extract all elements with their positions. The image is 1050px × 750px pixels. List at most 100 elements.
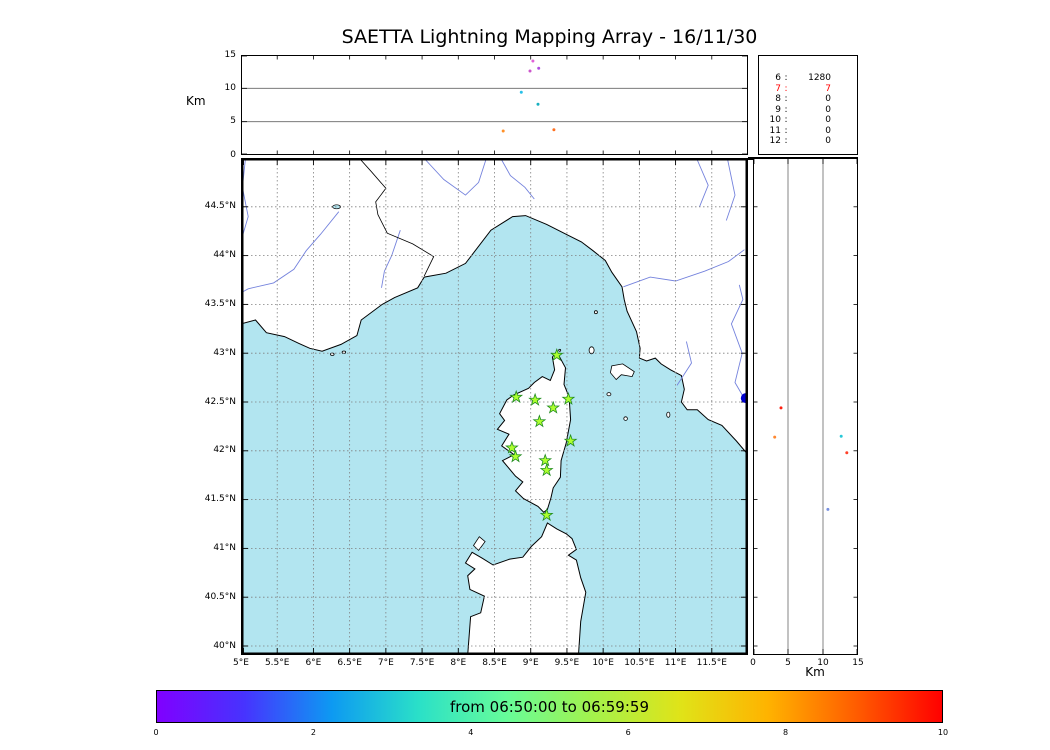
source-count-row: 10: 0	[759, 115, 857, 126]
map-lon-tick-label: 6°E	[305, 658, 322, 668]
map-lon-tick-label: 10.5°E	[624, 658, 655, 668]
station-star-icon	[546, 400, 561, 414]
map-lat-tick-label: 43°N	[213, 347, 236, 358]
islet	[593, 310, 598, 315]
colorbar-tick-label: 6	[625, 728, 631, 737]
islet	[623, 416, 628, 421]
station-star-icon	[528, 392, 542, 406]
sardinia-coastline	[464, 522, 587, 655]
count-level: 11	[769, 125, 781, 136]
land-masses	[241, 158, 748, 655]
map-lat-tick-label: 44°N	[213, 250, 236, 261]
rivers	[241, 159, 748, 406]
count-value: 1280	[808, 73, 831, 83]
colorbar-tick-label: 0	[153, 728, 159, 737]
station-star-icon	[539, 508, 554, 522]
map-lat-tick-label: 43.5°N	[204, 298, 236, 309]
count-level: 8	[775, 94, 781, 104]
river	[241, 159, 249, 242]
map-lat-tick-label: 40.5°N	[204, 591, 236, 602]
map-frame	[241, 158, 748, 655]
right-panel-ticks	[753, 159, 858, 654]
top-panel-ytick-label: 10	[224, 82, 236, 93]
count-value: 7	[825, 83, 831, 94]
count-colon: :	[784, 136, 788, 146]
count-level: 10	[769, 115, 781, 125]
map-lon-tick-label: 9.5°E	[554, 658, 580, 668]
lightning-source-dot	[537, 66, 541, 70]
station-star-icon	[509, 389, 524, 404]
right-panel-xtick-label: 5	[785, 658, 791, 668]
count-level: 12	[769, 136, 781, 146]
islet	[606, 392, 612, 397]
map-lon-tick-label: 8°E	[450, 658, 467, 668]
map-panel	[241, 158, 748, 655]
top-panel-gridlines	[242, 87, 747, 123]
map-lon-tick-label: 9°E	[522, 658, 539, 668]
source-count-row: 11: 0	[759, 126, 857, 137]
count-colon: :	[784, 125, 788, 136]
river	[676, 341, 692, 386]
top-panel-ylabel: Km	[186, 94, 206, 108]
right-panel-gridlines	[787, 159, 824, 654]
lightning-source-dot	[528, 69, 532, 73]
map-lat-tick-label: 42.5°N	[204, 396, 236, 407]
map-lat-tick-label: 40°N	[213, 640, 236, 651]
map-lat-tick-label: 41.5°N	[204, 494, 236, 505]
source-count-row: 6: 1280	[759, 73, 857, 84]
map-lon-tick-label: 8.5°E	[482, 658, 507, 668]
river	[241, 211, 340, 294]
lightning-source-dot	[839, 434, 843, 438]
lightning-source-dot	[779, 406, 783, 410]
top-panel-ytick-label: 0	[230, 149, 236, 160]
count-level: 9	[775, 104, 781, 115]
station-star-icon	[549, 347, 564, 361]
right-panel-frame	[753, 158, 858, 655]
station-star-icon	[539, 463, 554, 477]
station-star-icon	[508, 449, 523, 463]
count-value: 0	[825, 94, 831, 104]
map-lon-tick-label: 7.5°E	[409, 658, 435, 668]
source-count-row: 7:7	[759, 84, 857, 95]
right-panel-xtick-label: 15	[852, 658, 864, 668]
lightning-source-dot	[519, 90, 523, 94]
top-panel-ytick-label: 5	[230, 116, 236, 127]
islet	[558, 348, 562, 352]
count-value: 0	[825, 104, 831, 115]
islet	[666, 411, 671, 418]
lightning-source-dot	[531, 59, 535, 63]
count-colon: :	[784, 104, 788, 115]
count-colon: :	[784, 94, 788, 104]
map-lat-tick-label: 42°N	[213, 445, 236, 456]
island-coastline	[609, 363, 635, 381]
river	[501, 159, 535, 200]
map-lon-tick-label: 11°E	[664, 658, 687, 668]
river	[425, 159, 487, 196]
station-star-icon	[561, 391, 576, 405]
river	[623, 249, 745, 288]
lake	[332, 204, 341, 210]
top-panel-frame	[241, 55, 748, 155]
lightning-source-dot	[552, 128, 556, 132]
station-star-icon	[505, 440, 519, 454]
river	[730, 284, 748, 406]
station-star-icon	[563, 433, 578, 447]
chart-title: SAETTA Lightning Mapping Array - 16/11/3…	[341, 26, 758, 48]
lightning-source-dot	[536, 102, 540, 106]
lightning-source-dot	[501, 129, 505, 133]
source-count-row: 9: 0	[759, 105, 857, 116]
station-star-icon	[538, 453, 553, 467]
source-count-panel: 6:1280 7:7 8:0 9:0 10:0 11:0 12:0	[758, 55, 858, 155]
colorbar-tick-label: 10	[937, 728, 949, 737]
island-coastline	[472, 536, 486, 552]
river	[696, 159, 709, 207]
colorbar-tick-label: 8	[783, 728, 789, 737]
count-level: 7	[775, 83, 781, 94]
colorbar-tick-label: 2	[310, 728, 316, 737]
right-panel-xtick-label: 0	[750, 658, 756, 668]
source-count-row: 8: 0	[759, 94, 857, 105]
top-panel-source-dots	[501, 59, 556, 133]
map-lat-tick-label: 41°N	[213, 542, 236, 553]
map-lon-tick-label: 5.5°E	[264, 658, 290, 668]
mainland-coastline	[241, 158, 748, 456]
